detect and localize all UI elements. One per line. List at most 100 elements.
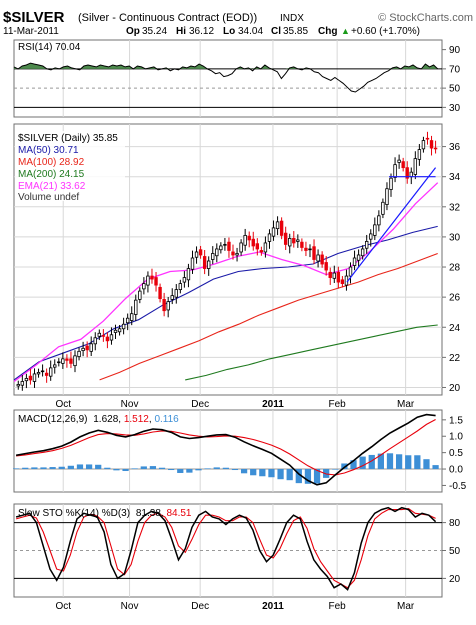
price-candle [304, 241, 308, 257]
macd-legend-hist: 0.116 [154, 414, 179, 425]
legend-volume: Volume undef [18, 192, 79, 203]
macd-histogram-bar [359, 456, 366, 470]
macd-histogram-bar [177, 469, 184, 473]
price-candle [97, 329, 102, 341]
price-candle [69, 351, 73, 369]
macd-histogram [13, 453, 439, 484]
macd-histogram-bar [58, 466, 65, 470]
macd-histogram-bar [49, 467, 56, 470]
candle-body [162, 298, 166, 312]
y-tick-label: -0.5 [449, 481, 467, 492]
candle-body [85, 345, 89, 351]
candle-body [146, 275, 150, 286]
candle-body [158, 286, 162, 300]
price-candle [340, 276, 345, 288]
price-candle [190, 250, 195, 274]
price-candle [433, 140, 438, 154]
lo-label: Lo [223, 26, 235, 37]
price-candle [231, 244, 235, 260]
candle-body [150, 275, 154, 280]
candle-body [93, 337, 97, 345]
candle-body [255, 243, 260, 250]
candle-body [413, 158, 418, 175]
price-candle [57, 358, 61, 367]
price-candle [53, 359, 57, 374]
price-candle [296, 234, 300, 248]
candle-body [223, 244, 227, 246]
candle-body [142, 283, 146, 290]
price-candle [146, 271, 150, 293]
candle-body [113, 329, 118, 333]
candle-body [24, 378, 29, 382]
candle-body [328, 271, 332, 278]
candle-body [409, 171, 413, 178]
macd-histogram-bar [304, 469, 312, 484]
price-candle [336, 266, 341, 289]
candle-body [429, 140, 434, 149]
stochastic-legend-sep: , [161, 508, 167, 519]
candle-body [275, 221, 280, 230]
candle-body [125, 317, 130, 324]
candle-body [194, 251, 199, 258]
price-candle [381, 198, 385, 219]
candle-body [32, 373, 37, 382]
quote-date: 11-Mar-2011 [3, 26, 59, 37]
price-candle [20, 374, 25, 391]
candle-body [202, 256, 207, 269]
candle-body [356, 254, 361, 261]
candle-body [332, 272, 336, 279]
macd-histogram-bar [259, 469, 266, 477]
price-candle [150, 268, 154, 284]
candle-body [267, 233, 272, 242]
macd-histogram-bar [40, 467, 47, 470]
candle-body [134, 299, 138, 315]
candle-body [36, 372, 41, 375]
price-candle [324, 256, 328, 276]
price-candle [215, 243, 219, 263]
chg-label: Chg [318, 26, 337, 37]
hi-value: 36.12 [189, 26, 214, 37]
macd-histogram-bar [432, 465, 439, 470]
candle-body [44, 372, 49, 376]
y-tick-label: 26 [449, 293, 461, 304]
price-candle [267, 229, 272, 249]
y-tick-label: 22 [449, 353, 461, 364]
ma200-line [185, 324, 438, 381]
price-candle [348, 262, 353, 284]
candle-body [324, 262, 328, 271]
candle-body [401, 161, 405, 169]
candle-body [373, 224, 377, 236]
macd-signal-line [16, 419, 436, 476]
candle-body [77, 350, 81, 358]
price-candle [377, 210, 381, 232]
price-candle [251, 231, 255, 251]
price-candle [32, 368, 37, 388]
macd-histogram-bar [313, 469, 321, 484]
price-candle [365, 234, 369, 254]
instrument-name: (Silver - Continuous Contract (EOD)) [78, 12, 257, 24]
candle-body [105, 336, 110, 342]
candle-body [48, 367, 53, 377]
price-title: $SILVER (Daily) 35.85 [18, 133, 118, 144]
price-candle [178, 279, 183, 294]
x-tick-label: 2011 [262, 601, 284, 612]
candle-body [279, 220, 284, 236]
stochastic-legend: Slow STO %K(14) %D(3) 81.38, 84.51 [18, 508, 192, 519]
price-candle [77, 347, 81, 361]
legend-ma200: MA(200) 24.15 [18, 169, 85, 180]
candle-body [259, 250, 264, 253]
candle-body [243, 235, 247, 246]
candle-body [263, 242, 268, 253]
candle-body [198, 249, 203, 256]
price-candle [134, 294, 138, 321]
price-candle [206, 256, 211, 276]
price-candle [255, 238, 260, 256]
candle-body [73, 355, 77, 367]
candle-body [89, 343, 93, 352]
price-candle [271, 220, 276, 241]
candle-body [433, 147, 438, 150]
price-candle [125, 313, 130, 331]
candle-body [308, 248, 312, 251]
price-candle [425, 131, 430, 145]
candle-body [421, 140, 426, 150]
